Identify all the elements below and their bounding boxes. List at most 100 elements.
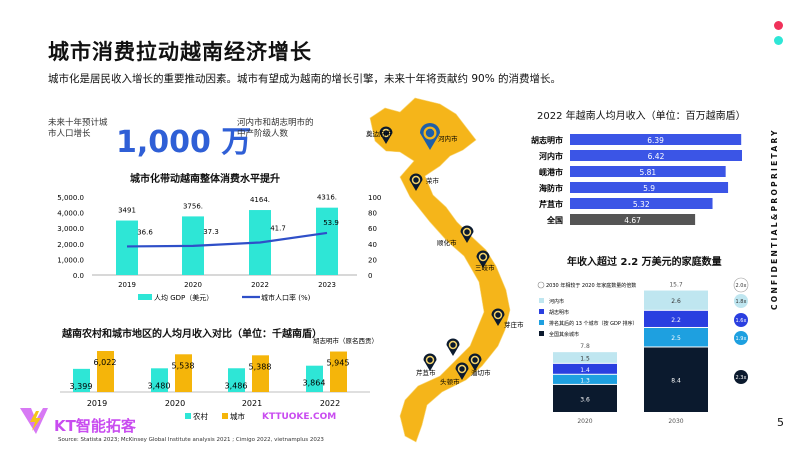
urban-label: 5,538 xyxy=(172,361,195,370)
pin-center xyxy=(495,312,501,318)
urban-bar xyxy=(97,351,114,392)
y-tick: 4,000.0 xyxy=(57,210,84,218)
multiplier-label: 2.3x xyxy=(736,375,747,381)
segment-label: 2.5 xyxy=(671,335,681,342)
legend-urban: 城市 xyxy=(230,411,245,421)
stack-segment xyxy=(553,384,617,412)
city-label: 头顿市 xyxy=(440,377,460,386)
legend-swatch xyxy=(539,320,544,325)
rate-label: 37.3 xyxy=(203,228,219,236)
rate-label: 41.7 xyxy=(270,224,286,232)
multiplier-badge xyxy=(733,277,749,293)
rural-label: 3,480 xyxy=(148,381,171,390)
total-label: 15.7 xyxy=(669,282,683,289)
chart4-title: 年收入超过 2.2 万美元的家庭数量 xyxy=(567,257,722,268)
cyan-dot xyxy=(774,36,783,45)
kpi-value: 1,000 万 xyxy=(116,125,252,160)
gdp-bar xyxy=(316,207,338,275)
income-label: 5.81 xyxy=(639,168,656,177)
multiplier-badge xyxy=(734,331,748,345)
pin-center xyxy=(459,366,465,372)
x-tick: 2030 xyxy=(668,418,683,425)
urban-label: 6,022 xyxy=(94,358,117,367)
city-label: 荣市 xyxy=(426,176,440,185)
multiplier-badge xyxy=(734,313,748,327)
income-label: 4.67 xyxy=(624,216,641,225)
urban-bar xyxy=(252,355,269,392)
legend-label: 胡志明市 xyxy=(549,309,569,316)
segment-label: 1.4 xyxy=(580,367,590,374)
urban-label: 5,388 xyxy=(249,362,272,371)
x-tick: 2023 xyxy=(318,281,336,289)
stack-segment xyxy=(644,310,708,327)
urban-label: 5,945 xyxy=(327,359,350,368)
segment-label: 1.5 xyxy=(580,356,590,363)
chart2-title: 越南农村和城市地区的人均月收入对比（单位：千越南盾） xyxy=(62,329,322,340)
city-label: 奠边府市 xyxy=(366,129,393,138)
legend-swatch-urban xyxy=(222,413,228,419)
segment-label: 2.6 xyxy=(671,298,681,305)
multiplier-label: 1.8x xyxy=(736,299,747,305)
stack-segment xyxy=(553,363,617,374)
income-bar xyxy=(570,182,729,193)
gdp-label: 3491 xyxy=(118,207,136,215)
x-tick: 2019 xyxy=(118,281,136,289)
city-label: 芽庄市 xyxy=(504,320,524,329)
y-tick: 2,000.0 xyxy=(57,241,84,249)
income-label: 6.42 xyxy=(648,152,665,161)
legend-note: 2030 年相较于 2020 年家庭数量的倍数 xyxy=(546,282,636,289)
watermark-logo xyxy=(18,404,50,440)
source-note: Source: Statista 2023; McKinsey Global I… xyxy=(58,437,324,443)
y2-tick: 40 xyxy=(368,241,377,249)
pin-center xyxy=(450,342,456,348)
y2-tick: 80 xyxy=(368,210,377,218)
multiplier-label: 1.6x xyxy=(736,318,747,324)
urban-bar xyxy=(175,354,192,392)
chart3-title: 2022 年越南人均月收入（单位：百万越南盾） xyxy=(537,111,746,122)
pink-dot xyxy=(774,21,783,30)
multiplier-label: 1.9x xyxy=(736,336,747,342)
pin-center xyxy=(383,130,389,136)
city-label: 芹苴市 xyxy=(416,368,436,377)
legend-swatch xyxy=(539,331,544,336)
watermark-url: KTTUOKE.COM xyxy=(262,412,336,422)
y-tick: 0.0 xyxy=(73,272,84,280)
page-number: 5 xyxy=(777,416,784,429)
y-tick: 1,000.0 xyxy=(57,256,84,264)
pin-center xyxy=(425,128,435,138)
income-bar xyxy=(570,198,713,209)
kpi-desc: 河内市和胡志明市的中产阶级人数 xyxy=(237,118,314,139)
y2-tick: 60 xyxy=(368,225,377,233)
income-bar xyxy=(570,134,742,145)
pin-center xyxy=(464,229,470,235)
stack-segment xyxy=(644,347,708,412)
y-tick: 3,000.0 xyxy=(57,225,84,233)
income-label: 5.9 xyxy=(643,184,655,193)
y2-tick: 100 xyxy=(368,194,381,202)
y2-tick: 0 xyxy=(368,272,372,280)
watermark-brand: KT智能拓客 xyxy=(54,417,137,435)
gdp-label: 4164. xyxy=(250,196,270,204)
income-bar xyxy=(570,214,696,225)
category-label: 胡志明市 xyxy=(531,135,563,145)
stack-segment xyxy=(553,374,617,384)
legend-label: 排名其后的 13 个城市（按 GDP 排序） xyxy=(549,320,637,327)
legend-note-icon xyxy=(537,281,545,289)
urban-bar xyxy=(330,351,347,392)
income-label: 5.32 xyxy=(633,200,650,209)
city-label: 三岐市 xyxy=(475,263,495,272)
multiplier-badge xyxy=(734,294,748,308)
city-label: 潘切市 xyxy=(471,368,491,377)
legend-swatch-gdp xyxy=(138,294,152,300)
income-bar xyxy=(570,150,742,161)
segment-label: 1.3 xyxy=(580,377,590,384)
category-label: 全国 xyxy=(546,215,563,225)
segment-label: 3.6 xyxy=(580,396,590,403)
x-tick: 2022 xyxy=(251,281,269,289)
gdp-bar xyxy=(116,220,138,275)
total-label: 7.8 xyxy=(580,343,590,350)
pin-center xyxy=(472,357,478,363)
city-label: 顺化市 xyxy=(437,238,457,247)
